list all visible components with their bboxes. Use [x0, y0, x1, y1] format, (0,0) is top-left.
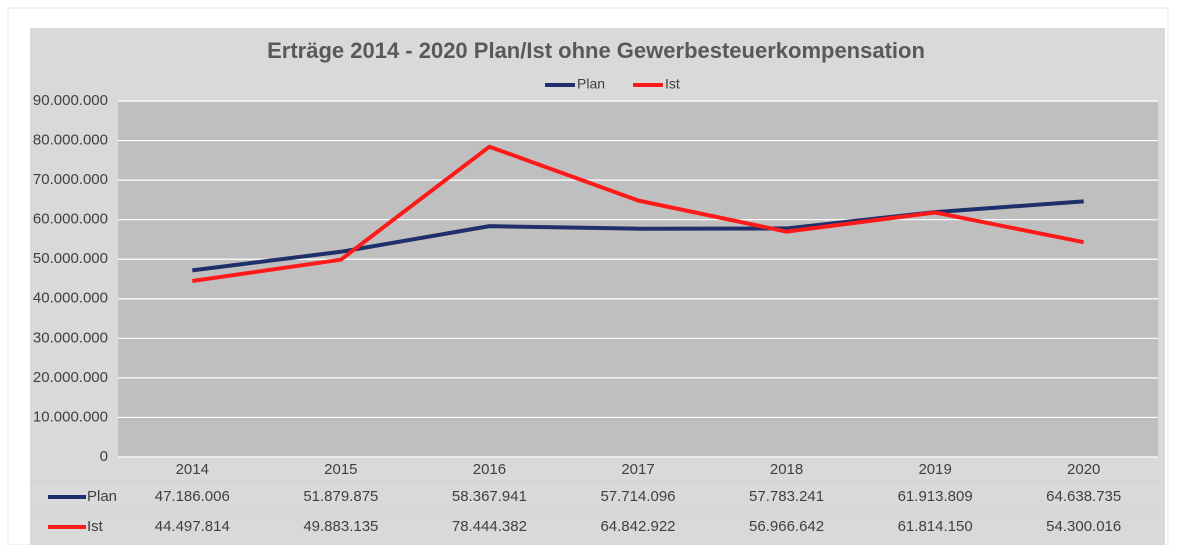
x-tick-label: 2018 [770, 461, 803, 478]
y-tick-label: 0 [100, 448, 108, 465]
y-tick-label: 70.000.000 [33, 171, 108, 188]
y-tick-label: 20.000.000 [33, 369, 108, 386]
y-tick-label: 80.000.000 [33, 132, 108, 149]
y-tick-label: 90.000.000 [33, 92, 108, 109]
y-tick-label: 60.000.000 [33, 211, 108, 228]
x-tick-label: 2020 [1067, 461, 1100, 478]
y-tick-label: 50.000.000 [33, 250, 108, 267]
table-value: 61.913.809 [898, 488, 973, 505]
table-value: 78.444.382 [452, 518, 527, 535]
table-value: 56.966.642 [749, 518, 824, 535]
table-value: 64.842.922 [600, 518, 675, 535]
table-value: 44.497.814 [155, 518, 230, 535]
y-tick-label: 30.000.000 [33, 329, 108, 346]
table-value: 57.783.241 [749, 488, 824, 505]
x-tick-label: 2015 [324, 461, 357, 478]
table-value: 64.638.735 [1046, 488, 1121, 505]
legend-label: Plan [577, 76, 605, 92]
table-series-name: Plan [87, 488, 117, 505]
x-tick-label: 2016 [473, 461, 506, 478]
y-tick-label: 10.000.000 [33, 408, 108, 425]
table-value: 54.300.016 [1046, 518, 1121, 535]
plot-area [118, 101, 1158, 457]
table-value: 57.714.096 [600, 488, 675, 505]
table-value: 49.883.135 [303, 518, 378, 535]
chart-title: Erträge 2014 - 2020 Plan/Ist ohne Gewerb… [267, 38, 925, 63]
table-value: 58.367.941 [452, 488, 527, 505]
y-tick-label: 40.000.000 [33, 290, 108, 307]
series-line [192, 144, 1085, 283]
chart-body: Erträge 2014 - 2020 Plan/Ist ohne Gewerb… [30, 28, 1165, 545]
legend-label: Ist [665, 76, 680, 92]
x-tick-label: 2017 [621, 461, 654, 478]
table-value: 51.879.875 [303, 488, 378, 505]
table-series-name: Ist [87, 518, 104, 535]
table-value: 61.814.150 [898, 518, 973, 535]
x-tick-label: 2014 [176, 461, 209, 478]
table-value: 47.186.006 [155, 488, 230, 505]
x-tick-label: 2019 [918, 461, 951, 478]
